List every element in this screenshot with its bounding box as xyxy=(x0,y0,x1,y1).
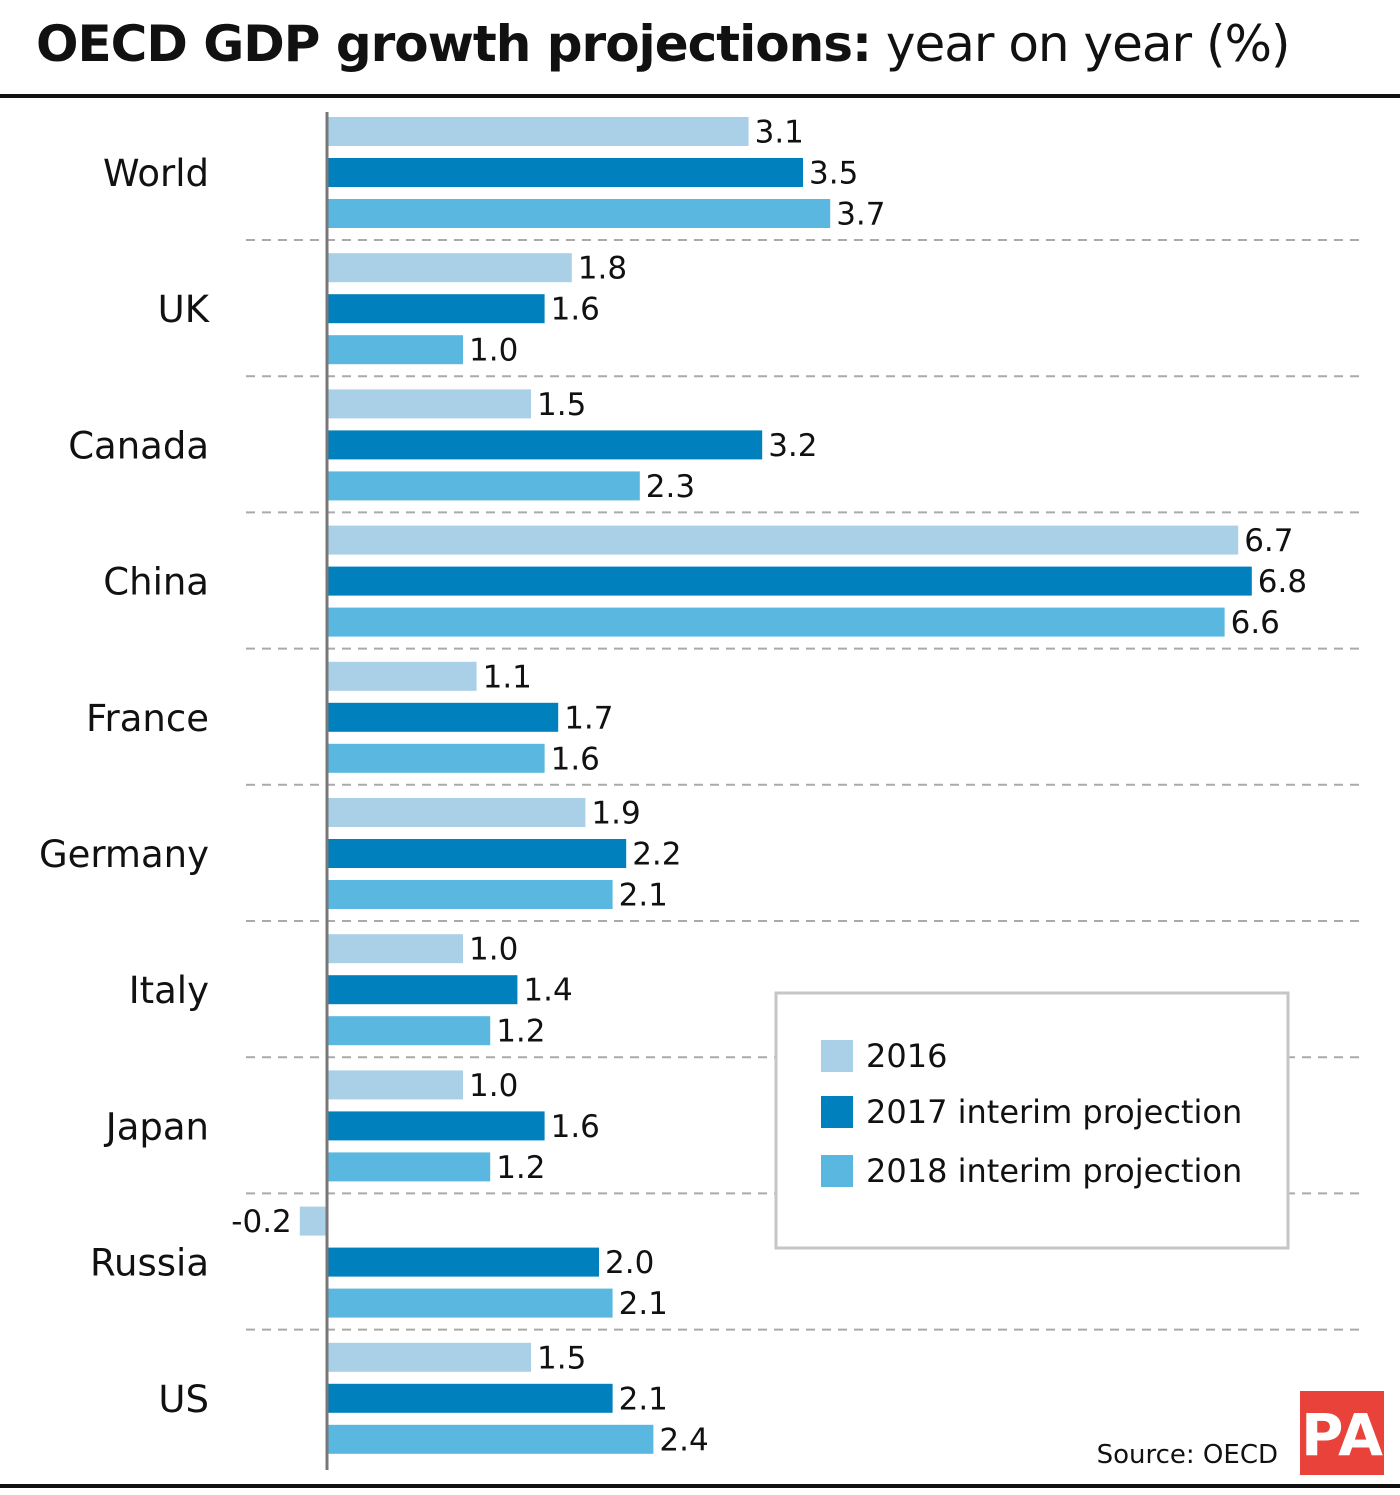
bar-world-2016 xyxy=(327,117,749,146)
legend-swatch-2018 xyxy=(821,1155,853,1187)
legend-swatch-2017 xyxy=(821,1096,853,1128)
bar-russia-2016 xyxy=(299,1206,327,1236)
value-label-us-2018-interim-projection: 2.4 xyxy=(659,1422,708,1458)
value-label-italy-2018-interim-projection: 1.2 xyxy=(496,1014,545,1050)
value-label-italy-2017-interim-projection: 1.4 xyxy=(523,973,572,1009)
pa-logo-text: PA xyxy=(1301,1401,1383,1469)
legend-box xyxy=(774,991,1290,1250)
value-label-france-2018-interim-projection: 1.6 xyxy=(551,741,600,777)
value-label-japan-2016: 1.0 xyxy=(469,1068,518,1104)
bar-canada-2017-interim-projection xyxy=(327,430,763,460)
value-label-russia-2016: -0.2 xyxy=(231,1204,292,1240)
value-label-uk-2017-interim-projection: 1.6 xyxy=(551,292,600,328)
bar-us-2016 xyxy=(327,1342,531,1372)
bar-france-2016 xyxy=(327,661,477,691)
value-label-france-2016: 1.1 xyxy=(483,659,532,695)
bar-us-2017-interim-projection xyxy=(327,1383,613,1413)
bar-uk-2018-interim-projection xyxy=(327,335,463,365)
value-label-uk-2016: 1.8 xyxy=(578,251,627,287)
bar-japan-2016 xyxy=(327,1070,463,1100)
value-label-japan-2017-interim-projection: 1.6 xyxy=(551,1109,600,1145)
value-label-china-2017-interim-projection: 6.8 xyxy=(1258,564,1307,600)
bar-japan-2017-interim-projection xyxy=(327,1111,545,1141)
bar-world-2018-interim-projection xyxy=(327,199,831,228)
value-label-russia-2017-interim-projection: 2.0 xyxy=(605,1245,654,1281)
bar-russia-2017-interim-projection xyxy=(327,1247,599,1277)
bar-uk-2016 xyxy=(327,253,572,283)
bar-germany-2017-interim-projection xyxy=(327,839,627,868)
bar-uk-2017-interim-projection xyxy=(327,294,545,324)
category-labels: World UK Canada China France Germany Italy Japa… xyxy=(39,152,211,1421)
bar-russia-2018-interim-projection xyxy=(327,1288,613,1318)
bars xyxy=(299,117,1252,1454)
category-label-italy: Italy xyxy=(129,969,209,1012)
bar-france-2017-interim-projection xyxy=(327,702,559,732)
legend-label-2018: 2018 interim projection xyxy=(866,1152,1242,1190)
category-label-russia: Russia xyxy=(90,1242,209,1285)
value-label-canada-2018-interim-projection: 2.3 xyxy=(646,469,695,505)
value-label-france-2017-interim-projection: 1.7 xyxy=(564,700,613,736)
bar-italy-2017-interim-projection xyxy=(327,975,518,1005)
bar-us-2018-interim-projection xyxy=(327,1424,654,1454)
category-label-france: France xyxy=(86,697,209,740)
value-label-germany-2017-interim-projection: 2.2 xyxy=(632,837,681,873)
chart-title-regular: year on year (%) xyxy=(871,15,1291,73)
chart-title: OECD GDP growth projections: year on yea… xyxy=(36,14,1291,74)
value-label-germany-2016: 1.9 xyxy=(591,796,640,832)
legend: 2016 2017 interim projection 2018 interi… xyxy=(774,991,1290,1250)
value-label-uk-2018-interim-projection: 1.0 xyxy=(469,333,518,369)
pa-logo: PA xyxy=(1300,1391,1384,1475)
category-label-china: China xyxy=(103,561,209,604)
value-labels: 3.13.5 3.7 1.8 1.6 1.0 1.5 3.2 2.3 6.7 6.8 6.6 1.1 1… xyxy=(231,115,1307,1459)
value-label-canada-2017-interim-projection: 3.2 xyxy=(768,428,817,464)
value-label-germany-2018-interim-projection: 2.1 xyxy=(619,878,668,914)
category-label-uk: UK xyxy=(158,288,211,331)
bar-italy-2016 xyxy=(327,934,463,964)
value-label-russia-2018-interim-projection: 2.1 xyxy=(619,1286,668,1322)
bar-canada-2016 xyxy=(327,389,531,419)
bar-germany-2018-interim-projection xyxy=(327,880,613,909)
value-label-us-2017-interim-projection: 2.1 xyxy=(619,1381,668,1417)
bar-china-2016 xyxy=(327,525,1239,555)
pa-logo-background xyxy=(1300,1391,1384,1475)
category-label-japan: Japan xyxy=(104,1105,209,1148)
bar-italy-2018-interim-projection xyxy=(327,1016,491,1046)
bar-france-2018-interim-projection xyxy=(327,743,545,773)
legend-label-2016: 2016 xyxy=(866,1037,947,1075)
category-label-world: World xyxy=(103,152,209,195)
bar-china-2018-interim-projection xyxy=(327,607,1225,637)
value-label-world-2018-interim-projection: 3.7 xyxy=(836,197,885,233)
value-label-china-2016: 6.7 xyxy=(1244,523,1293,559)
category-label-canada: Canada xyxy=(68,424,209,467)
bar-china-2017-interim-projection xyxy=(327,566,1252,596)
value-label-us-2016: 1.5 xyxy=(537,1340,586,1376)
bar-canada-2018-interim-projection xyxy=(327,471,640,501)
value-label-canada-2016: 1.5 xyxy=(537,387,586,423)
value-label-italy-2016: 1.0 xyxy=(469,932,518,968)
chart-title-bold: OECD GDP growth projections: xyxy=(36,15,872,73)
legend-swatch-2016 xyxy=(821,1040,853,1072)
value-label-world-2017-interim-projection: 3.5 xyxy=(809,156,858,192)
bar-world-2017-interim-projection xyxy=(327,158,803,187)
value-label-japan-2018-interim-projection: 1.2 xyxy=(496,1150,545,1186)
value-label-world-2016: 3.1 xyxy=(755,115,804,151)
legend-label-2017: 2017 interim projection xyxy=(866,1093,1242,1131)
bar-japan-2018-interim-projection xyxy=(327,1152,491,1182)
bar-germany-2016 xyxy=(327,798,586,827)
category-label-us: US xyxy=(158,1378,209,1421)
value-label-china-2018-interim-projection: 6.6 xyxy=(1231,605,1280,641)
source-note: Source: OECD xyxy=(1097,1440,1278,1470)
category-label-germany: Germany xyxy=(39,833,209,876)
